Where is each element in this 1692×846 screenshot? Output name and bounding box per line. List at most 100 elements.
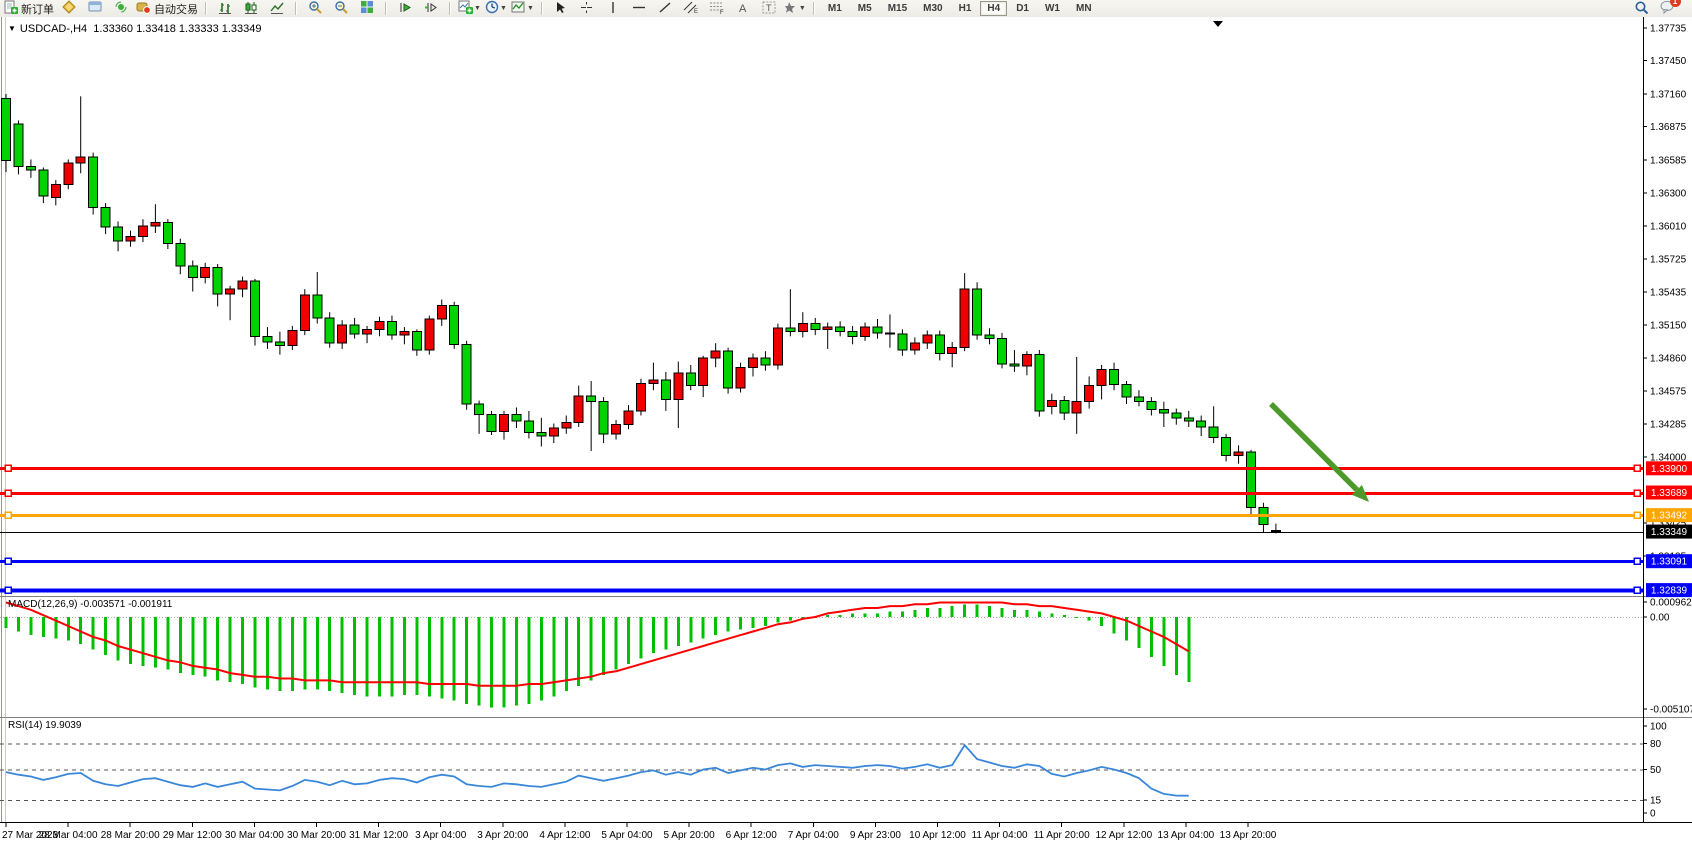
- new-chart-button[interactable]: ▼: [456, 0, 483, 16]
- timeframe-H4[interactable]: H4: [980, 1, 1008, 16]
- timeframe-M30[interactable]: M30: [923, 3, 943, 14]
- terminal-button[interactable]: [82, 1, 108, 16]
- auto-scroll-button[interactable]: [392, 1, 418, 16]
- rsi-indicator-label: RSI(14) 19.9039: [8, 720, 82, 731]
- zoom-in-button[interactable]: [302, 1, 328, 16]
- time-tick-label: 3 Apr 20:00: [477, 830, 529, 841]
- price-tick-label: 1.36300: [1650, 188, 1687, 199]
- price-tick-label: 1.37450: [1650, 56, 1687, 67]
- zoom-out-button[interactable]: [328, 1, 354, 16]
- crosshair-icon: [580, 1, 593, 17]
- hline-objects-layer[interactable]: [0, 464, 1643, 594]
- cursor-tool-button[interactable]: [548, 1, 574, 16]
- toolbar-separator: [812, 2, 815, 15]
- price-flag-1.33900: [1646, 461, 1692, 476]
- price-tick-label: 1.34575: [1650, 386, 1687, 397]
- price-tick-label: 1.36010: [1650, 222, 1687, 233]
- crosshair-tool-button[interactable]: [574, 1, 600, 16]
- tile-windows-button[interactable]: [354, 1, 380, 16]
- price-tick-label: 1.34000: [1650, 452, 1687, 463]
- svg-text:F: F: [720, 10, 724, 14]
- zoom-in-icon: [308, 0, 322, 17]
- chart-canvas[interactable]: 1.37735 1.37450 1.37160 1.36875 1.36585 1.363…: [0, 17, 1692, 846]
- horizontal-line-tool-button[interactable]: [626, 1, 652, 16]
- price-tick-label: 1.37735: [1650, 24, 1687, 35]
- price-tick-label: 1.36585: [1650, 156, 1687, 167]
- autotrading-button[interactable]: 自动交易: [134, 1, 200, 16]
- macd-indicator-label: MACD(12,26,9) -0.003571 -0.001911: [8, 599, 173, 610]
- time-tick-label: 12 Apr 12:00: [1095, 830, 1152, 841]
- channel-tool-button[interactable]: E: [678, 1, 704, 16]
- signals-button[interactable]: [108, 1, 134, 16]
- arrows-tool-button[interactable]: ▼: [782, 1, 808, 16]
- trendline-icon: [658, 1, 672, 17]
- price-tick-label: 1.33425: [1650, 518, 1687, 529]
- search-button[interactable]: [1628, 1, 1654, 16]
- candlestick-chart-button[interactable]: [238, 1, 264, 16]
- autotrading-icon: [136, 0, 151, 17]
- time-tick-label: 28 Mar 20:00: [101, 830, 160, 841]
- chart-title-expand-icon[interactable]: ▼: [8, 24, 16, 33]
- text-tool-button[interactable]: A: [730, 1, 756, 16]
- svg-text:1.33689: 1.33689: [1651, 488, 1688, 499]
- notifications-button[interactable]: 1: [1654, 0, 1681, 16]
- timeframe-bar: M1 M5 M15 M30 H1 H4 D1 W1 MN: [818, 0, 1102, 17]
- text-label-tool-button[interactable]: T: [756, 1, 782, 16]
- trendline-tool-button[interactable]: [652, 1, 678, 16]
- svg-text:1.33349: 1.33349: [1651, 527, 1688, 538]
- vertical-line-tool-button[interactable]: [600, 1, 626, 16]
- new-order-label: 新订单: [21, 3, 54, 16]
- price-tick-label: 1.34860: [1650, 354, 1687, 365]
- toolbar-separator: [449, 2, 451, 15]
- price-flag-1.33689: [1646, 485, 1692, 500]
- chart-shift-button[interactable]: [418, 1, 444, 16]
- time-tick-label: 7 Apr 04:00: [788, 830, 840, 841]
- time-tick-label: 13 Apr 20:00: [1220, 830, 1277, 841]
- new-order-icon: [4, 0, 18, 17]
- chart-ohlc-readout: 1.33360 1.33418 1.33333 1.33349: [93, 23, 262, 35]
- period-button[interactable]: ▼: [483, 0, 509, 17]
- time-tick-label: 30 Mar 04:00: [225, 830, 284, 841]
- bar-chart-button[interactable]: [212, 1, 238, 16]
- rsi-axis-label: 100: [1650, 722, 1667, 733]
- dropdown-caret-icon: ▼: [499, 5, 507, 12]
- hline-handle: [1633, 489, 1641, 497]
- timeframe-M15[interactable]: M15: [887, 3, 908, 14]
- timeframe-H1[interactable]: H1: [958, 3, 972, 14]
- svg-text:1.33492: 1.33492: [1651, 511, 1688, 522]
- hline-handle: [4, 586, 12, 594]
- price-tick-label: 1.35150: [1650, 320, 1687, 331]
- toolbar-separator: [540, 2, 543, 15]
- market-watch-button[interactable]: [56, 0, 82, 16]
- fibonacci-tool-button[interactable]: F: [704, 1, 730, 16]
- timeframe-M1[interactable]: M1: [827, 3, 842, 14]
- signal-icon: [114, 0, 128, 17]
- chart-title[interactable]: ▼ USDCAD-,H4 1.33360 1.33418 1.33333 1.33…: [8, 23, 262, 35]
- clock-icon: [485, 0, 499, 17]
- timeframe-D1[interactable]: D1: [1016, 3, 1029, 14]
- timeframe-M5[interactable]: M5: [857, 3, 872, 14]
- hline-handle: [1633, 464, 1641, 472]
- svg-text:1.33091: 1.33091: [1651, 557, 1688, 568]
- price-flag-1.33349: [1646, 524, 1692, 539]
- timeframe-MN[interactable]: MN: [1075, 3, 1092, 14]
- line-chart-button[interactable]: [264, 1, 290, 16]
- new-order-button[interactable]: 新订单: [2, 0, 56, 17]
- template-icon: [511, 0, 526, 17]
- arrow-annotation[interactable]: [1269, 402, 1369, 502]
- timeframe-W1[interactable]: W1: [1044, 3, 1060, 14]
- time-tick-label: 10 Apr 12:00: [909, 830, 966, 841]
- price-flag-1.33091: [1646, 554, 1692, 569]
- time-tick-label: 29 Mar 12:00: [163, 830, 222, 841]
- macd-axis-label: 0.000962: [1650, 598, 1692, 609]
- price-tick-label: 1.37160: [1650, 90, 1687, 101]
- bar-chart-icon: [218, 1, 232, 17]
- horizontal-line-icon: [632, 1, 646, 17]
- time-tick-label: 11 Apr 20:00: [1034, 830, 1090, 841]
- notification-badge: 1: [1669, 0, 1681, 7]
- template-button[interactable]: ▼: [509, 1, 536, 16]
- dropdown-caret-icon: ▼: [798, 5, 806, 12]
- price-tick-label: 1.36875: [1650, 122, 1687, 133]
- macd-axis-label: -0.005107: [1650, 705, 1692, 716]
